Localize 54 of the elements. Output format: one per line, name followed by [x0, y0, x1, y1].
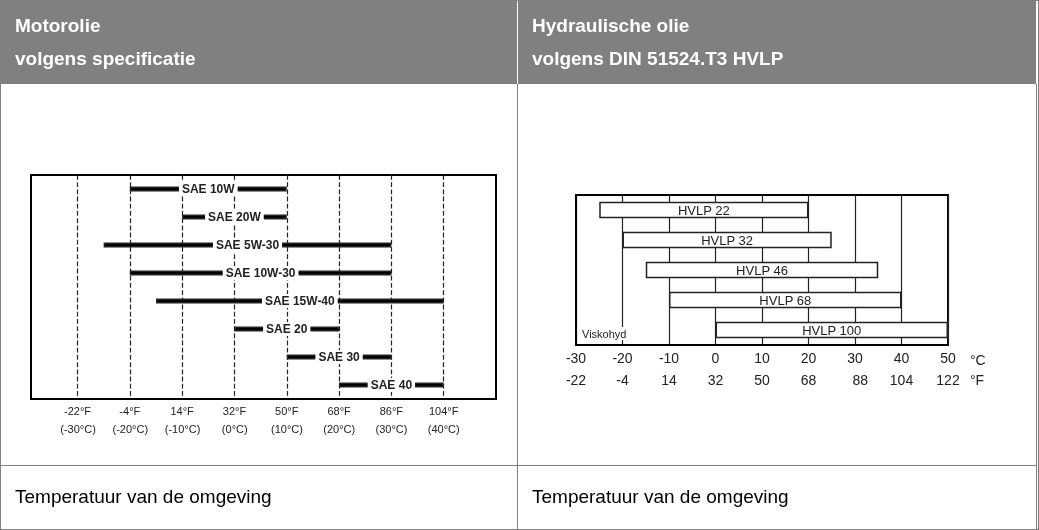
y-tick-label: HVLP 68 [759, 292, 812, 308]
x-tick-label: 10 [754, 350, 770, 366]
x-axis-title: Temperatuur van de omgeving [518, 466, 1037, 529]
x-tick-label: -20 [612, 350, 633, 366]
x2-tick-label: (-10°C) [164, 422, 201, 435]
x-axis-title: Temperatuur van de omgeving [1, 466, 518, 529]
x2-tick-label: 122 [936, 372, 960, 388]
annotation: Viskohyd [582, 327, 627, 340]
x-tick-label: 50°F [275, 404, 299, 417]
x-tick-label: 40 [893, 350, 910, 366]
category-label: SAE 5W-30 [215, 238, 280, 252]
category-label: SAE 40 [370, 378, 413, 392]
y-tick-label: HVLP 32 [701, 232, 754, 248]
x2-tick-label: (-20°C) [112, 422, 149, 435]
x2-tick-label: (0°C) [221, 422, 248, 435]
category-label: SAE 15W-40 [264, 294, 335, 308]
x2-tick-label: 50 [754, 372, 770, 388]
x2-tick-label: -4 [616, 372, 629, 388]
chart-title: Hydraulische olie volgens DIN 51524.T3 HVLP [518, 1, 1037, 84]
x-tick-label: 14°F [170, 404, 195, 417]
x2-tick-label: (20°C) [323, 422, 356, 435]
x2-tick-label: 104 [889, 372, 914, 388]
x-tick-label: 20 [800, 350, 817, 366]
x2-tick-label: (-30°C) [60, 422, 96, 435]
category-label: SAE 10W-30 [225, 266, 296, 280]
x2-tick-label: (30°C) [375, 422, 408, 435]
text: °F [970, 372, 985, 388]
x2-tick-label: 14 [661, 372, 677, 388]
x2-tick-label: -22 [565, 372, 587, 388]
x-tick-label: 30 [847, 350, 863, 366]
x-tick-label: 0 [711, 350, 720, 366]
x2-tick-label: (40°C) [427, 422, 460, 435]
x-tick-label: -4°F [119, 404, 141, 417]
y-tick-label: HVLP 100 [802, 322, 862, 338]
category-label: SAE 20W [208, 210, 261, 224]
category-label: SAE 30 [318, 350, 360, 364]
category-label: SAE 10W [181, 182, 235, 196]
x-tick-label: 32°F [222, 404, 247, 417]
x-tick-label: 104°F [428, 404, 459, 417]
x2-tick-label: 68 [800, 372, 817, 388]
category-label: SAE 20 [266, 322, 308, 336]
x-tick-label: -30 [565, 350, 587, 366]
x-tick-label: 68°F [327, 404, 352, 417]
text: °C [970, 352, 986, 368]
x2-tick-label: 88 [852, 372, 869, 388]
x2-tick-label: 32 [707, 372, 724, 388]
y-tick-label: HVLP 22 [677, 202, 730, 218]
x-tick-label: 86°F [379, 404, 404, 417]
y-tick-label: HVLP 46 [736, 262, 788, 278]
x2-tick-label: (10°C) [271, 422, 303, 435]
x-tick-label: -22°F [63, 404, 92, 417]
chart-title: Motorolie volgens specificatie [1, 1, 518, 84]
x-tick-label: 50 [940, 350, 956, 366]
x-tick-label: -10 [658, 350, 680, 366]
